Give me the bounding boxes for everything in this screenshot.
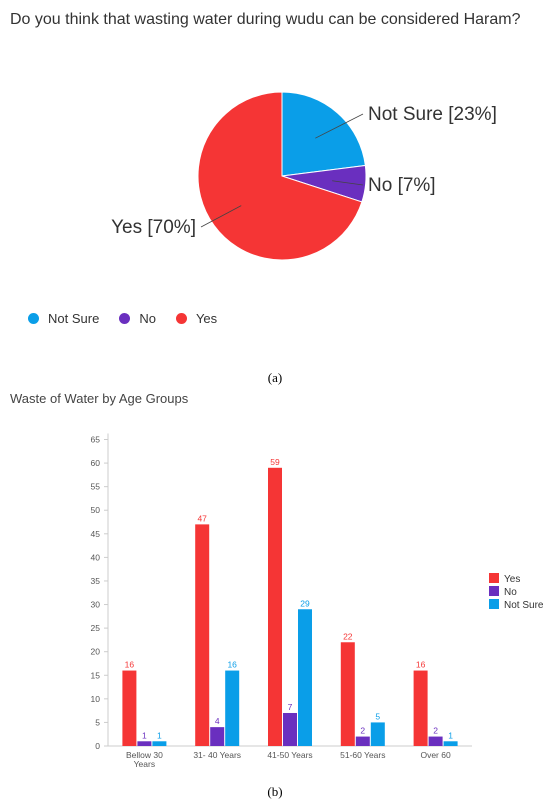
data-label-not-sure: 1 [157, 730, 162, 740]
data-label-yes: 22 [343, 631, 353, 641]
pie-leader-line [200, 205, 242, 228]
pie-chart: Not Sure [23%] No [7%] Yes [70%] [111, 91, 497, 261]
y-tick-label: 45 [91, 529, 101, 539]
data-label-no: 2 [360, 726, 365, 736]
bar-no-41-50-years [283, 712, 297, 746]
bar-no-over-60 [428, 736, 443, 746]
pie-leader-line [332, 180, 364, 186]
y-tick-label: 65 [91, 435, 101, 445]
data-label-yes: 59 [270, 457, 280, 467]
data-label-yes: 47 [197, 513, 207, 523]
y-tick-label: 5 [95, 717, 100, 727]
bar-yes-bellow-30-years [122, 670, 137, 746]
pie-legend-label: Not Sure [48, 311, 100, 326]
data-label-not-sure: 5 [375, 711, 380, 721]
pie-legend-swatch [175, 313, 187, 324]
bar-no-51-60-years [355, 736, 370, 746]
y-tick-label: 10 [91, 694, 101, 704]
data-label-not-sure: 29 [300, 598, 310, 608]
bar-not-sure-over-60 [443, 741, 458, 746]
y-tick-label: 0 [95, 741, 100, 751]
pie-label-not-sure: Not Sure [23%] [368, 104, 497, 125]
bar-yes-51-60-years [340, 642, 355, 746]
bar-legend-swatch-not-sure [489, 599, 499, 609]
caption-a: (a) [267, 370, 283, 385]
data-label-no: 7 [288, 702, 293, 712]
bar-legend-swatch-yes [489, 573, 499, 583]
bar-no-31-40-years [210, 727, 225, 746]
x-tick-label: Over 60 [420, 750, 451, 760]
x-tick-label: Years [134, 759, 155, 769]
data-label-not-sure: 1 [448, 730, 453, 740]
pie-legend: Not Sure No Yes [28, 311, 237, 326]
y-tick-label: 35 [91, 576, 101, 586]
y-tick-label: 25 [91, 623, 101, 633]
y-tick-label: 40 [91, 552, 101, 562]
bar-yes-over-60 [413, 670, 428, 746]
data-label-no: 2 [433, 726, 438, 736]
data-label-no: 1 [142, 730, 147, 740]
pie-label-yes: Yes [70%] [111, 217, 196, 238]
bar-legend-label-not-sure: Not Sure [504, 600, 544, 611]
x-tick-label: 51-60 Years [340, 750, 385, 760]
pie-chart-title: Do you think that wasting water during w… [10, 11, 521, 28]
data-label-yes: 16 [416, 660, 426, 670]
pie-legend-swatch [119, 313, 131, 324]
x-tick-label: 31- 40 Years [193, 750, 241, 760]
y-tick-label: 20 [91, 647, 101, 657]
caption-b: (b) [267, 784, 283, 799]
y-tick-label: 50 [91, 505, 101, 515]
x-tick-label: Bellow 30 [126, 750, 163, 760]
bar-chart-title: Waste of Water by Age Groups [10, 391, 189, 406]
pie-legend-label: No [139, 311, 156, 326]
bar-not-sure-51-60-years [370, 722, 385, 746]
data-label-no: 4 [215, 716, 220, 726]
data-label-yes: 16 [125, 660, 135, 670]
bar-not-sure-bellow-30-years [152, 741, 167, 746]
pie-label-no: No [7%] [368, 175, 436, 196]
bar-yes-41-50-years [268, 467, 282, 746]
y-tick-label: 60 [91, 458, 101, 468]
pie-legend-item-yes: Yes [175, 311, 218, 326]
pie-leader-line [315, 113, 364, 139]
x-tick-label: 41-50 Years [267, 750, 312, 760]
bar-not-sure-31-40-years [225, 670, 240, 746]
bar-not-sure-41-50-years [298, 609, 312, 746]
pie-legend-label: Yes [195, 311, 218, 326]
y-tick-label: 15 [91, 670, 101, 680]
bar-yes-31-40-years [195, 524, 210, 746]
y-tick-label: 30 [91, 600, 101, 610]
pie-slice-yes [197, 91, 363, 261]
pie-legend-swatch [28, 313, 39, 324]
pie-legend-item-no: No [119, 311, 156, 326]
bar-no-bellow-30-years [137, 741, 152, 746]
data-label-not-sure: 16 [227, 660, 237, 670]
y-tick-label: 55 [91, 482, 101, 492]
pie-legend-item-not-sure: Not Sure [28, 311, 99, 326]
bar-legend-swatch-no [489, 586, 499, 596]
bar-legend-label-yes: Yes [504, 574, 520, 585]
bar-legend-label-no: No [504, 587, 517, 598]
